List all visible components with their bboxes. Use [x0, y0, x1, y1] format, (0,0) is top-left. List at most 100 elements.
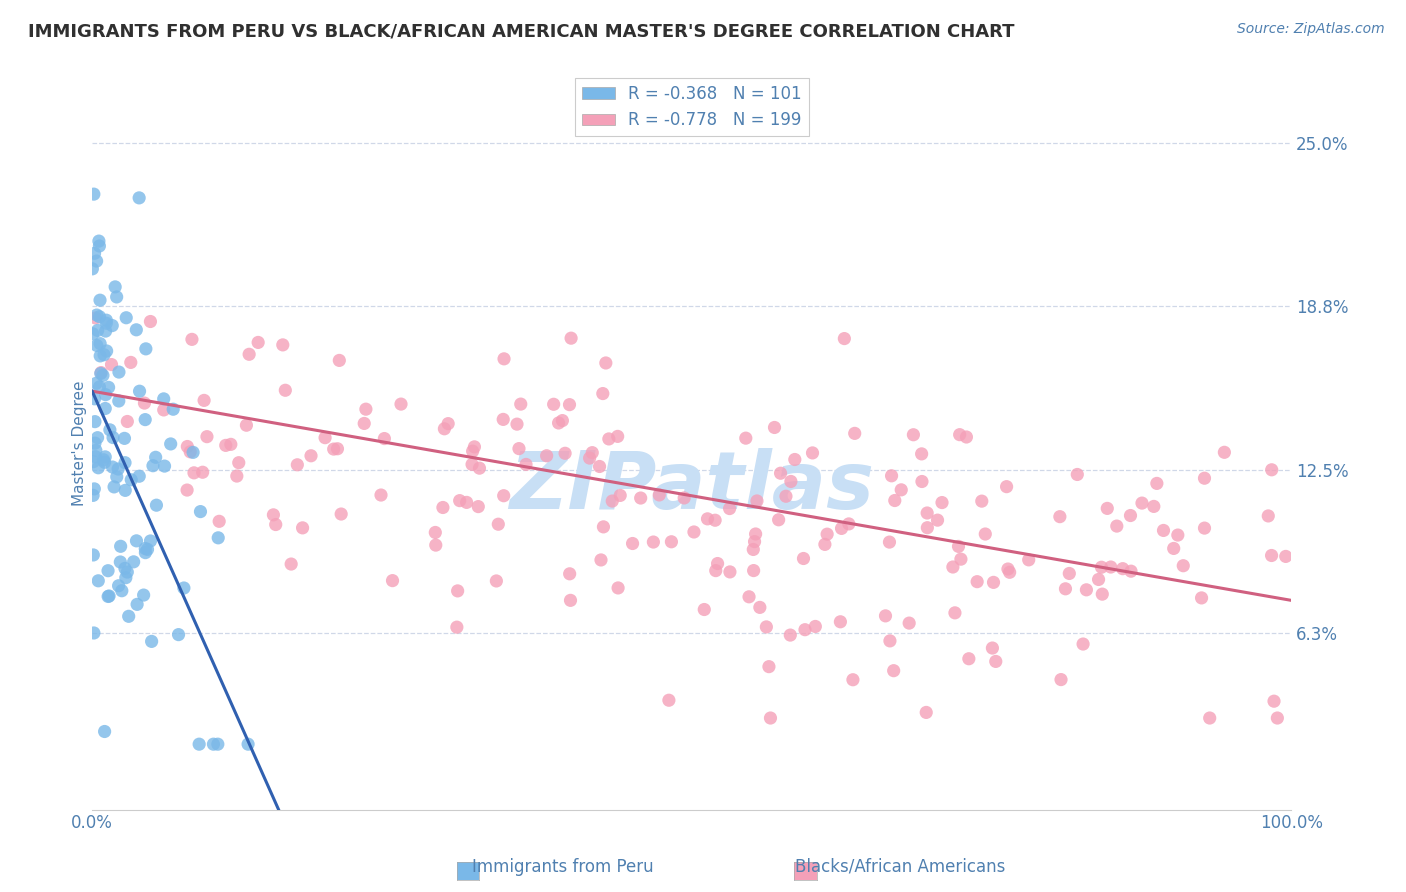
Point [152, 403, 174, 417]
Point [167, 627, 190, 641]
Point [110, 539, 132, 553]
Point [927, 513, 949, 527]
Point [82, 455, 104, 469]
Point [915, 506, 938, 520]
Point [225, 469, 247, 483]
Point [1267, 711, 1289, 725]
Point [101, 460, 124, 475]
Point [759, 711, 782, 725]
Point [768, 513, 790, 527]
Point [1087, 573, 1109, 587]
Point [560, 593, 582, 607]
Point [128, 469, 150, 483]
Point [974, 527, 997, 541]
Point [280, 557, 302, 571]
Point [1105, 519, 1128, 533]
Point [176, 483, 198, 497]
Point [1076, 582, 1098, 597]
Point [589, 553, 612, 567]
Point [738, 590, 761, 604]
Point [997, 562, 1019, 576]
Point [97, 564, 120, 578]
Point [758, 659, 780, 673]
Point [89, 380, 111, 394]
Point [91, 368, 114, 383]
Point [111, 583, 134, 598]
Point [911, 475, 934, 489]
Point [134, 412, 156, 426]
Point [236, 737, 259, 751]
Point [139, 533, 162, 548]
Text: Source: ZipAtlas.com: Source: ZipAtlas.com [1237, 22, 1385, 37]
Point [117, 415, 139, 429]
Point [120, 473, 142, 487]
Point [949, 427, 972, 442]
Point [105, 470, 128, 484]
Point [83, 482, 105, 496]
Point [1143, 500, 1166, 514]
Point [94, 401, 117, 416]
Point [97, 380, 120, 394]
Point [104, 280, 127, 294]
Point [89, 336, 111, 351]
Point [370, 488, 392, 502]
Point [706, 557, 728, 571]
Point [763, 420, 786, 434]
Point [842, 673, 865, 687]
Point [83, 246, 105, 260]
Point [100, 358, 122, 372]
Point [114, 431, 136, 445]
Point [190, 505, 212, 519]
Point [734, 431, 756, 445]
Point [86, 308, 108, 322]
Point [87, 234, 110, 248]
Point [606, 429, 628, 443]
Point [84, 376, 107, 391]
Point [718, 501, 741, 516]
Point [262, 508, 284, 522]
Point [917, 521, 939, 535]
Point [506, 417, 529, 431]
Point [118, 609, 141, 624]
Point [128, 191, 150, 205]
Point [1194, 471, 1216, 485]
Point [1050, 673, 1073, 687]
Point [139, 314, 162, 328]
Point [84, 310, 107, 325]
Point [461, 444, 484, 458]
Point [815, 527, 838, 541]
Point [82, 326, 104, 341]
Point [94, 324, 117, 338]
Point [780, 475, 803, 489]
Point [560, 331, 582, 345]
Point [1091, 587, 1114, 601]
Point [93, 348, 115, 362]
Point [718, 565, 741, 579]
Point [588, 459, 610, 474]
Point [1263, 694, 1285, 708]
Point [883, 493, 905, 508]
Point [176, 440, 198, 454]
Point [831, 521, 853, 535]
Point [1198, 711, 1220, 725]
Point [152, 392, 174, 406]
Point [274, 384, 297, 398]
Point [558, 398, 581, 412]
Point [875, 608, 897, 623]
Point [558, 566, 581, 581]
Point [883, 664, 905, 678]
Point [957, 652, 980, 666]
Point [145, 498, 167, 512]
Point [748, 600, 770, 615]
Point [592, 520, 614, 534]
Point [90, 367, 112, 381]
Point [648, 488, 671, 502]
Point [354, 402, 377, 417]
Point [1090, 560, 1112, 574]
Point [195, 430, 218, 444]
Point [93, 724, 115, 739]
Point [94, 450, 117, 464]
Point [314, 431, 336, 445]
Point [1274, 549, 1296, 564]
Point [879, 633, 901, 648]
